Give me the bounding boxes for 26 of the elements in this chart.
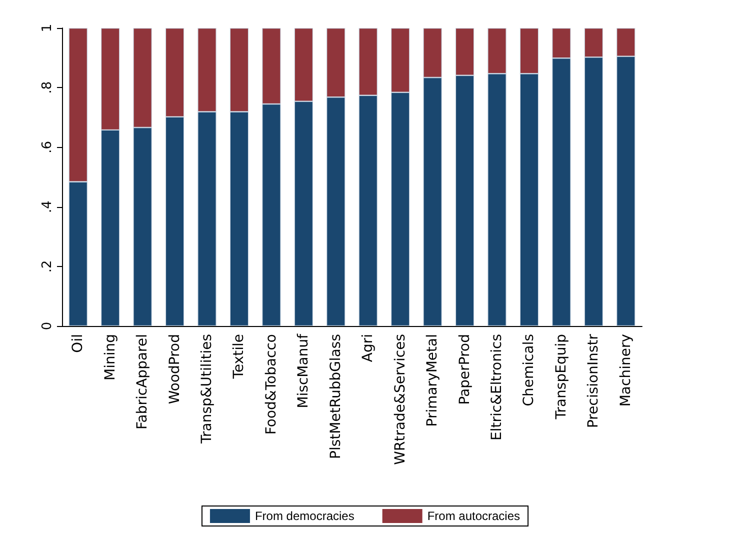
x-tick-label: Eltric&Eltronics (489, 334, 505, 440)
y-tick-label: 0 (40, 322, 55, 330)
x-tick-label: Mining (102, 334, 118, 380)
x-tick-label: WoodProd (166, 334, 183, 404)
x-tick-label: PlstMetRubbGlass (328, 334, 344, 459)
x-tick-label: Transp&Utilities (199, 334, 215, 444)
x-tick-label: PrecisionInstr (586, 334, 602, 428)
y-tick-label: 1 (40, 24, 55, 32)
y-tick-label: .4 (40, 200, 55, 214)
x-tick-label: PaperProd (456, 334, 473, 405)
legend-label: From democracies (254, 509, 354, 523)
x-tick-label: Chemicals (521, 334, 538, 406)
x-tick-label: MiscManuf (296, 332, 312, 408)
y-tick-label: .8 (40, 81, 55, 94)
x-tick-label: FabricApparel (134, 334, 151, 430)
x-tick-label: WRtrade&Services (392, 334, 408, 465)
x-tick-label: Textile (231, 334, 248, 380)
y-tick-label: .6 (40, 140, 55, 154)
x-tick-label: Food&Tobacco (263, 334, 280, 435)
x-tick-label: TranspEquip (553, 334, 570, 420)
x-tick-label: Oil (70, 334, 86, 353)
y-tick-label: .2 (40, 260, 55, 273)
x-tick-label: PrimaryMetal (424, 334, 441, 427)
x-tick-label: Machinery (618, 334, 634, 407)
legend-label: From autocracies (427, 509, 520, 523)
x-tick-label: Agri (360, 334, 376, 362)
